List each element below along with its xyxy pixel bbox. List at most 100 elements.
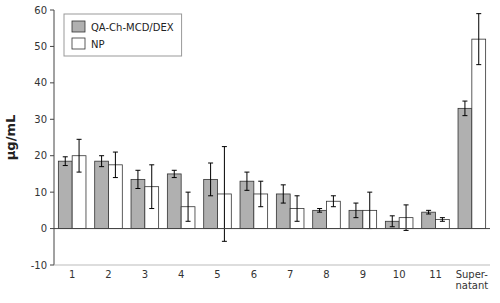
error-bar (426, 210, 431, 214)
legend-label: QA-Ch-MCD/DEX (91, 22, 174, 33)
error-bar-cap (149, 164, 154, 165)
error-bar-cap (353, 203, 358, 204)
error-bar-cap (353, 217, 358, 218)
error-bar (208, 163, 213, 196)
error-bar-cap (331, 195, 336, 196)
bar (458, 108, 472, 228)
bar (472, 39, 486, 228)
error-bar-cap (208, 163, 213, 164)
legend-swatch (72, 38, 85, 49)
error-bar-cap (99, 166, 104, 167)
error-bar-stem (478, 14, 479, 65)
x-axis: 1234567891011Super-natant (69, 269, 488, 291)
error-bar (172, 170, 177, 177)
error-bar-stem (369, 192, 370, 228)
y-tick (50, 119, 54, 120)
error-bar-cap (295, 221, 300, 222)
y-tick-label: 10 (34, 187, 47, 198)
error-bar-stem (246, 172, 247, 190)
error-bar (63, 157, 68, 166)
legend: QA-Ch-MCD/DEXNP (64, 14, 182, 56)
y-tick-label: 0 (41, 223, 47, 234)
x-tick-label: 4 (178, 269, 184, 280)
error-bar-cap (63, 165, 68, 166)
bar (422, 212, 436, 228)
error-bar-cap (77, 172, 82, 173)
error-bar-cap (390, 226, 395, 227)
error-bar-cap (208, 195, 213, 196)
error-bar-cap (440, 217, 445, 218)
error-bar-cap (462, 115, 467, 116)
error-bar-stem (319, 209, 320, 213)
error-bar-stem (442, 218, 443, 222)
x-tick-label: 11 (429, 269, 442, 280)
error-bar (258, 181, 263, 207)
bar (95, 161, 109, 228)
y-tick-label: 40 (34, 77, 47, 88)
error-bar-stem (224, 147, 225, 242)
error-bar (113, 152, 118, 178)
series (58, 101, 471, 229)
error-bar-cap (99, 155, 104, 156)
error-bar (99, 156, 104, 167)
legend-frame (64, 14, 182, 56)
error-bar-cap (404, 230, 409, 231)
y-tick-label: 60 (34, 5, 47, 16)
error-bar-stem (115, 152, 116, 178)
error-bar (440, 218, 445, 222)
error-bar-cap (462, 101, 467, 102)
error-bar-cap (258, 206, 263, 207)
y-tick-label: 50 (34, 41, 47, 52)
y-tick (50, 228, 54, 229)
error-bar-stem (283, 185, 284, 203)
error-bar-cap (317, 208, 322, 209)
error-bar-stem (392, 216, 393, 227)
error-bar-cap (440, 221, 445, 222)
error-bar-stem (210, 163, 211, 196)
bar (436, 219, 450, 228)
error-bar (404, 205, 409, 231)
error-bar-stem (137, 170, 138, 188)
error-bar (135, 170, 140, 188)
y-axis-line (54, 10, 55, 265)
x-tick-label: 10 (393, 269, 406, 280)
error-bar-cap (476, 64, 481, 65)
error-bar (244, 172, 249, 190)
x-axis-line (54, 265, 490, 266)
error-bar-cap (222, 146, 227, 147)
error-bar-cap (317, 212, 322, 213)
error-bar-cap (426, 210, 431, 211)
bar (313, 210, 327, 228)
x-tick-label: 9 (360, 269, 366, 280)
error-bar (367, 192, 372, 228)
error-bar (77, 139, 82, 172)
error-bar-cap (149, 208, 154, 209)
error-bar-stem (355, 203, 356, 218)
error-bar (222, 147, 227, 242)
error-bar-cap (186, 192, 191, 193)
x-tick-label: 5 (214, 269, 220, 280)
error-bar-cap (281, 203, 286, 204)
legend-swatch (72, 21, 85, 32)
y-tick (50, 265, 54, 266)
y-tick (50, 82, 54, 83)
plot-area (58, 14, 485, 242)
error-bar-stem (260, 181, 261, 207)
error-bar-stem (79, 139, 80, 172)
error-bar-cap (113, 152, 118, 153)
error-bar (186, 192, 191, 221)
chart-container: -100102030405060µg/mL1234567891011Super-… (0, 0, 500, 303)
error-bar-stem (428, 210, 429, 214)
x-tick-label: 1 (69, 269, 75, 280)
error-bar-stem (406, 205, 407, 231)
error-bar-cap (244, 190, 249, 191)
x-tick-label: 3 (142, 269, 148, 280)
y-tick (50, 192, 54, 193)
error-bar-stem (151, 165, 152, 209)
error-bar-cap (172, 170, 177, 171)
error-bar-cap (295, 195, 300, 196)
error-bar-stem (174, 170, 175, 177)
x-tick-label: 6 (251, 269, 257, 280)
y-tick (50, 10, 54, 11)
baseline (54, 228, 490, 229)
